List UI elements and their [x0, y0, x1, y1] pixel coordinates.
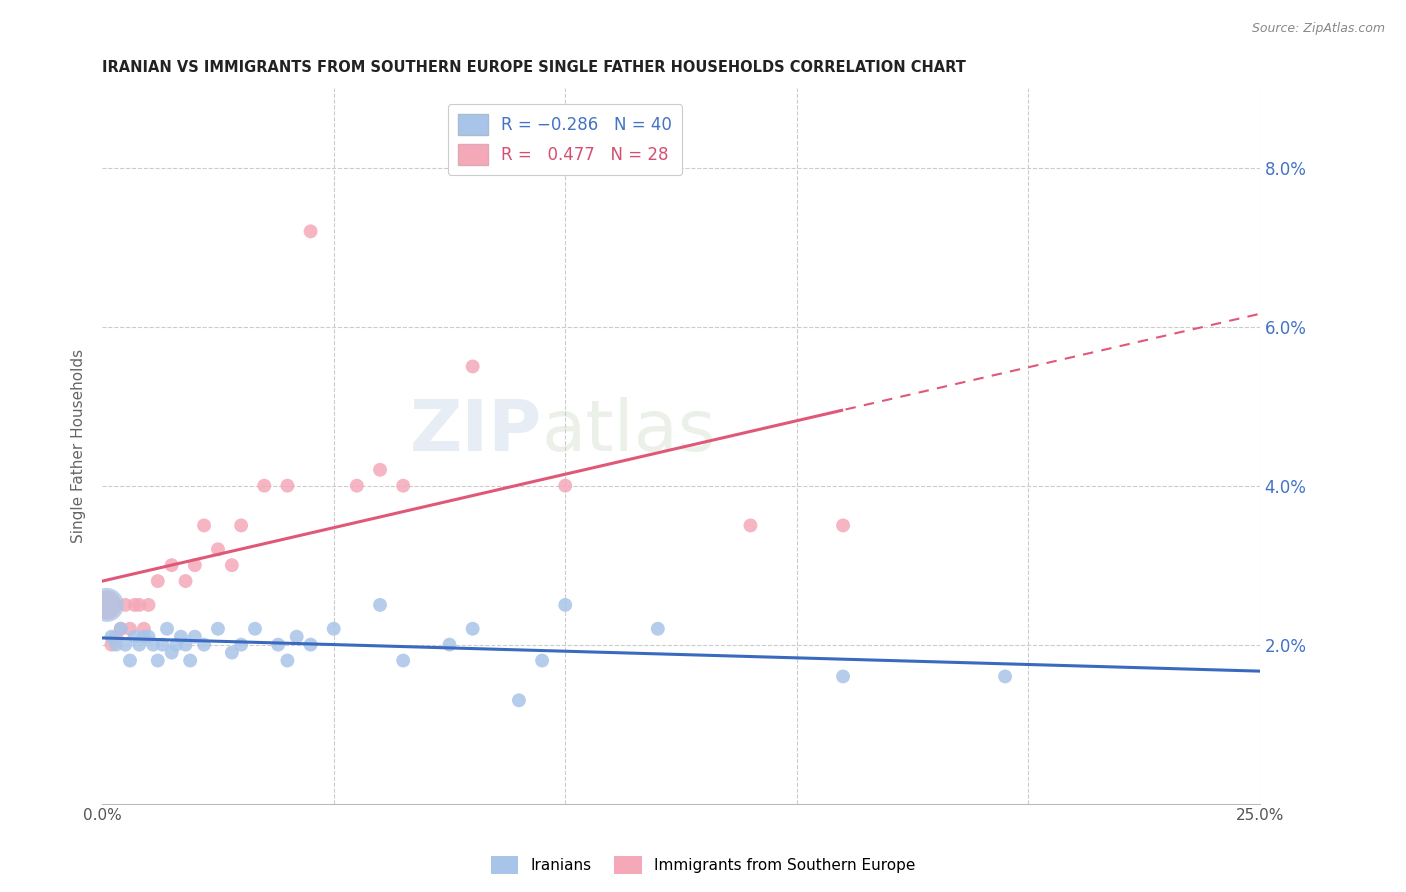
Point	[392, 478, 415, 492]
Point	[114, 638, 136, 652]
Point	[105, 638, 128, 652]
Point	[207, 542, 229, 557]
Point	[184, 630, 207, 644]
Y-axis label: Single Father Households: Single Father Households	[72, 349, 86, 543]
Point	[105, 630, 128, 644]
Point	[461, 359, 484, 374]
Point	[118, 622, 141, 636]
Point	[276, 654, 298, 668]
Point	[138, 630, 160, 644]
Point	[461, 622, 484, 636]
Point	[118, 654, 141, 668]
Point	[267, 638, 290, 652]
Point	[100, 638, 122, 652]
Point	[160, 646, 183, 660]
Point	[994, 669, 1017, 683]
Point	[184, 558, 207, 573]
Point	[100, 630, 122, 644]
Point	[179, 654, 201, 668]
Point	[170, 630, 193, 644]
Point	[128, 638, 150, 652]
Point	[647, 622, 669, 636]
Point	[832, 518, 855, 533]
Point	[740, 518, 762, 533]
Point	[554, 478, 576, 492]
Point	[174, 638, 197, 652]
Point	[146, 574, 169, 588]
Point	[368, 463, 391, 477]
Legend: R = −0.286   N = 40, R =   0.477   N = 28: R = −0.286 N = 40, R = 0.477 N = 28	[449, 103, 682, 175]
Point	[439, 638, 461, 652]
Point	[193, 518, 215, 533]
Point	[132, 622, 155, 636]
Point	[531, 654, 554, 668]
Text: IRANIAN VS IMMIGRANTS FROM SOUTHERN EUROPE SINGLE FATHER HOUSEHOLDS CORRELATION : IRANIAN VS IMMIGRANTS FROM SOUTHERN EURO…	[103, 60, 966, 75]
Point	[368, 598, 391, 612]
Point	[156, 622, 179, 636]
Point	[132, 630, 155, 644]
Point	[322, 622, 344, 636]
Point	[832, 669, 855, 683]
Point	[110, 622, 132, 636]
Point	[165, 638, 187, 652]
Point	[142, 638, 165, 652]
Point	[508, 693, 530, 707]
Point	[124, 630, 146, 644]
Point	[243, 622, 266, 636]
Point	[285, 630, 308, 644]
Point	[253, 478, 276, 492]
Point	[299, 224, 322, 238]
Point	[110, 622, 132, 636]
Point	[128, 598, 150, 612]
Point	[229, 638, 252, 652]
Point	[276, 478, 298, 492]
Point	[146, 654, 169, 668]
Point	[160, 558, 183, 573]
Point	[138, 598, 160, 612]
Point	[174, 574, 197, 588]
Point	[193, 638, 215, 652]
Point	[221, 646, 243, 660]
Point	[229, 518, 252, 533]
Point	[96, 598, 118, 612]
Point	[346, 478, 368, 492]
Text: ZIP: ZIP	[409, 397, 543, 467]
Point	[299, 638, 322, 652]
Point	[152, 638, 174, 652]
Legend: Iranians, Immigrants from Southern Europe: Iranians, Immigrants from Southern Europ…	[485, 850, 921, 880]
Point	[221, 558, 243, 573]
Point	[392, 654, 415, 668]
Text: Source: ZipAtlas.com: Source: ZipAtlas.com	[1251, 22, 1385, 36]
Point	[114, 598, 136, 612]
Point	[554, 598, 576, 612]
Point	[124, 598, 146, 612]
Point	[96, 598, 118, 612]
Point	[207, 622, 229, 636]
Text: atlas: atlas	[543, 397, 717, 467]
